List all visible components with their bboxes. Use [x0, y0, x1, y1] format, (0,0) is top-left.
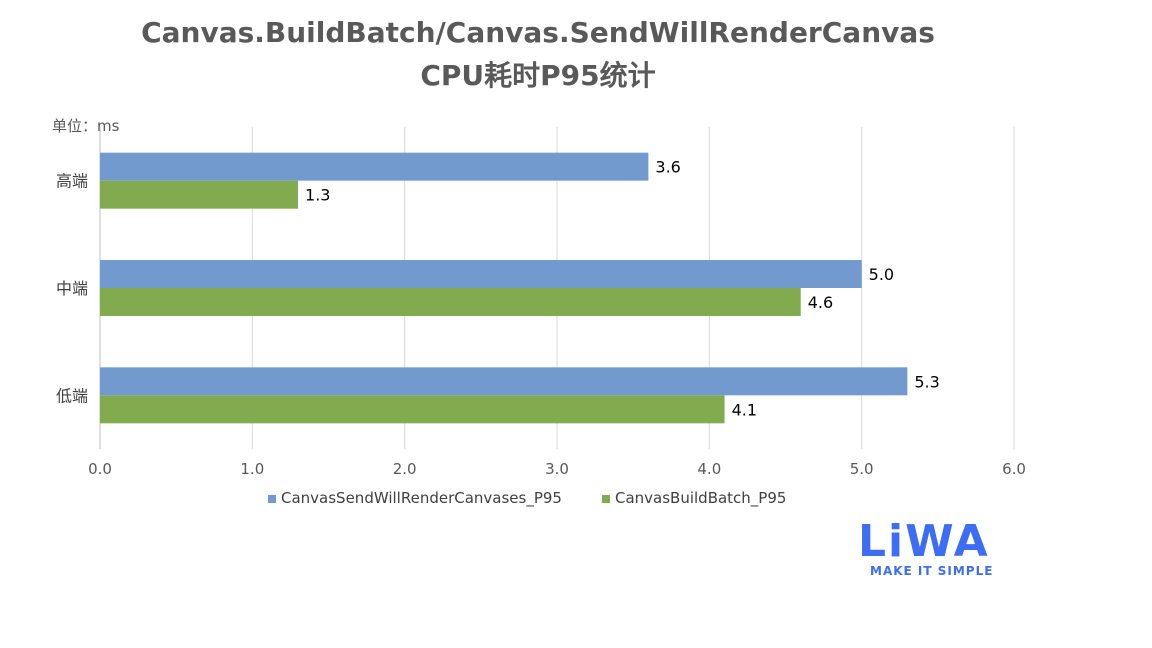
legend-item-1: CanvasBuildBatch_P95 [601, 489, 787, 507]
data-label: 5.3 [914, 372, 939, 391]
bar-0-1 [100, 260, 862, 288]
x-tick-label: 4.0 [697, 460, 721, 478]
chart-title: Canvas.BuildBatch/Canvas.SendWillRenderC… [141, 16, 935, 49]
data-label: 4.6 [808, 293, 833, 312]
x-tick-label: 1.0 [240, 460, 264, 478]
bar-0-0 [100, 152, 649, 181]
data-label: 5.0 [869, 265, 894, 284]
legend-label: CanvasBuildBatch_P95 [614, 489, 787, 507]
x-tick-label: 3.0 [545, 460, 569, 478]
bar-0-2 [100, 367, 908, 396]
x-tick-label: 5.0 [850, 460, 874, 478]
bar-1-1 [100, 288, 801, 316]
data-label: 1.3 [305, 186, 330, 205]
unit-label: 单位：ms [52, 117, 120, 135]
y-category-label: 高端 [56, 172, 88, 191]
x-tick-label: 2.0 [393, 460, 417, 478]
logo-text: LiWA [858, 516, 990, 567]
legend: CanvasSendWillRenderCanvases_P95 CanvasB… [268, 489, 786, 507]
chart-subtitle: CPU耗时P95统计 [420, 59, 656, 92]
liwa-logo: LiWA MAKE IT SIMPLE [858, 516, 1028, 579]
logo-tagline: MAKE IT SIMPLE [870, 564, 994, 578]
legend-label: CanvasSendWillRenderCanvases_P95 [281, 489, 562, 507]
x-tick-label: 6.0 [1002, 460, 1026, 478]
data-label: 3.6 [655, 158, 680, 177]
bar-1-2 [100, 395, 725, 424]
y-category-label: 低端 [56, 386, 88, 405]
y-category-label: 中端 [56, 279, 88, 298]
x-tick-label: 0.0 [88, 460, 112, 478]
data-label: 4.1 [732, 400, 757, 419]
bar-1-0 [100, 180, 299, 209]
legend-item-0: CanvasSendWillRenderCanvases_P95 [268, 489, 562, 507]
